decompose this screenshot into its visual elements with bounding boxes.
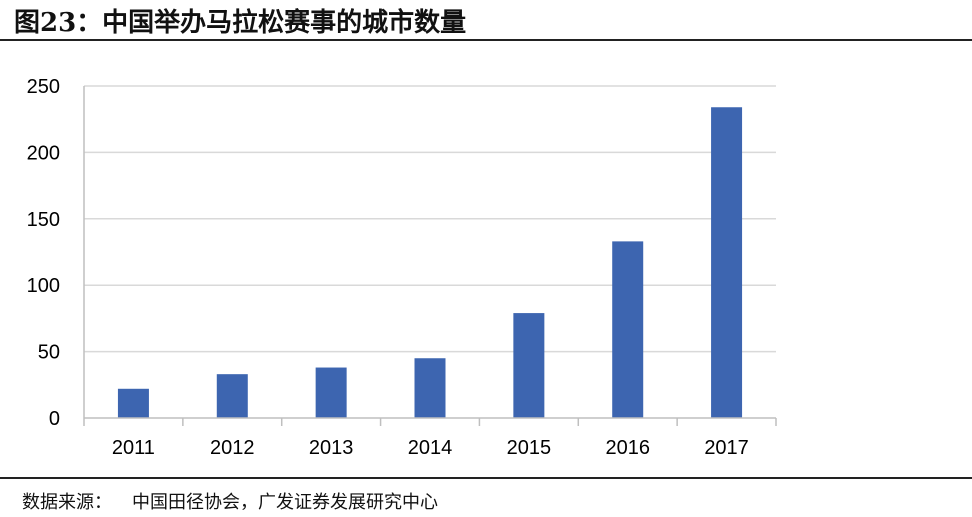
y-tick-label-100: 100 <box>27 275 60 297</box>
y-tick-label-150: 150 <box>27 209 60 231</box>
gridlines <box>84 85 776 353</box>
bar-2011 <box>117 388 149 418</box>
y-tick-label-0: 0 <box>49 408 60 430</box>
bar-2012 <box>216 374 248 418</box>
bars <box>117 107 743 419</box>
x-tick-label-2016: 2016 <box>605 437 650 459</box>
x-tick-label-2015: 2015 <box>507 437 552 459</box>
x-tick-label-2013: 2013 <box>309 437 354 459</box>
bar-2014 <box>414 358 446 418</box>
tick-labels: 0 50 100 150 200 250 2011 2012 2013 2014 2015 2016 2… <box>27 76 749 459</box>
source-label: 数据来源： <box>22 492 112 513</box>
source-text: 中国田径协会，广发证券发展研究中心 <box>132 492 438 513</box>
axes <box>83 86 777 426</box>
x-tick-label-2011: 2011 <box>112 437 155 459</box>
bar-2013 <box>315 367 347 418</box>
source-note: 数据来源： 中国田径协会，广发证券发展研究中心 <box>22 488 438 514</box>
y-tick-label-200: 200 <box>27 142 60 164</box>
x-tick-label-2014: 2014 <box>408 437 453 459</box>
bar-2015 <box>513 313 545 418</box>
y-tick-label-50: 50 <box>38 342 60 364</box>
chart-title: 图23：中国举办马拉松赛事的城市数量 <box>14 8 467 38</box>
title-divider <box>0 39 972 41</box>
x-tick-label-2017: 2017 <box>704 437 749 459</box>
y-tick-label-250: 250 <box>27 76 60 98</box>
x-tick-label-2012: 2012 <box>210 437 255 459</box>
bar-2017 <box>711 107 743 419</box>
footer-divider <box>0 477 972 479</box>
bar-2016 <box>612 241 644 418</box>
